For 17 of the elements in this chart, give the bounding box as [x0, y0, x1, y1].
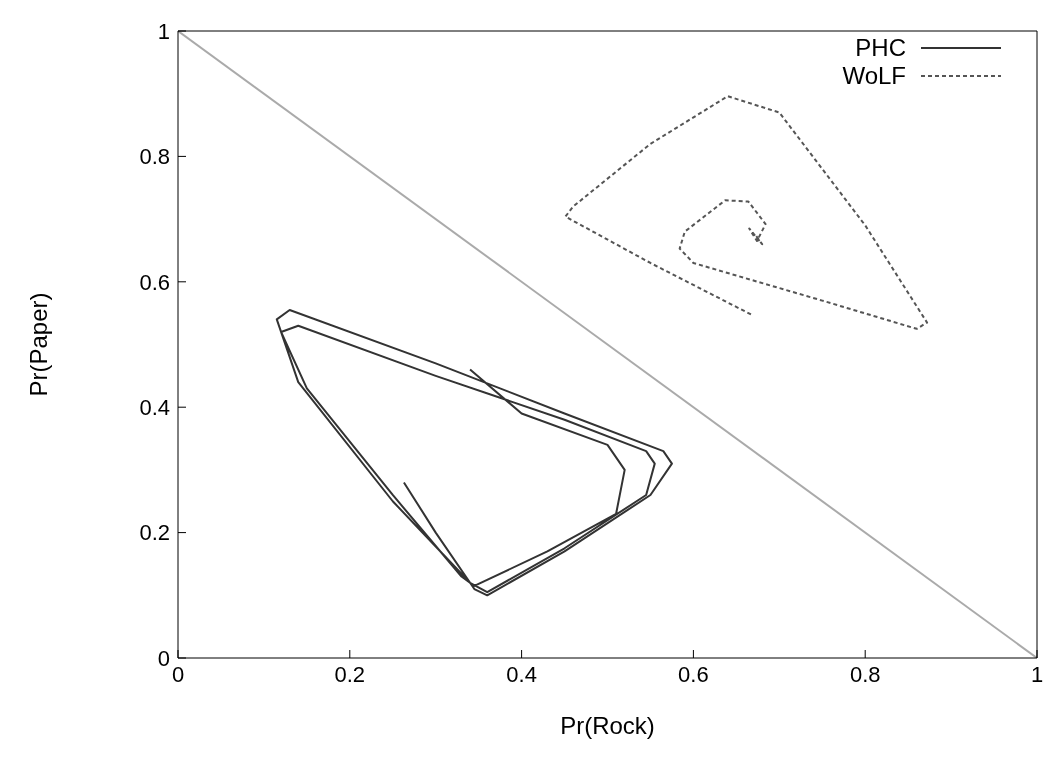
x-tick-label: 0.4	[506, 661, 537, 687]
x-axis-title: Pr(Rock)	[560, 712, 655, 739]
line-series	[564, 95, 929, 330]
x-tick-label: 1	[1030, 661, 1044, 687]
x-tick-label: 0.2	[334, 661, 366, 687]
y-tick-label: 0.8	[139, 144, 170, 170]
legend-label: PHC	[855, 34, 906, 62]
legend-label: WoLF	[842, 62, 906, 90]
y-axis-title: Pr(Paper)	[24, 292, 52, 397]
y-tick-label: 0.2	[139, 520, 170, 546]
x-tick-label: 0.8	[849, 661, 881, 687]
y-tick-label: 1	[157, 18, 170, 44]
line-series	[275, 309, 673, 597]
x-tick-label: 0.6	[678, 661, 709, 687]
y-tick-label: 0	[157, 645, 170, 671]
y-tick-label: 0.6	[139, 269, 170, 295]
y-tick-label: 0.4	[139, 395, 170, 421]
